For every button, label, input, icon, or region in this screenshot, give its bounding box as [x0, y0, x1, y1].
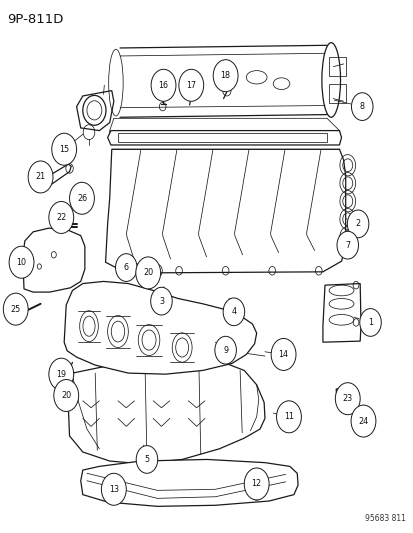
Text: 2: 2 [355, 220, 360, 228]
Polygon shape [322, 284, 360, 342]
Circle shape [351, 93, 372, 120]
Text: 25: 25 [11, 305, 21, 313]
Text: 3: 3 [159, 297, 164, 305]
Text: 23: 23 [342, 394, 352, 403]
Text: 9P-811D: 9P-811D [7, 13, 64, 26]
Text: 14: 14 [278, 350, 288, 359]
Text: 8: 8 [359, 102, 364, 111]
Circle shape [135, 257, 160, 289]
Circle shape [69, 182, 94, 214]
Circle shape [335, 383, 359, 415]
Circle shape [336, 231, 358, 259]
Text: 4: 4 [231, 308, 236, 316]
Text: 18: 18 [220, 71, 230, 80]
Circle shape [214, 336, 236, 364]
Polygon shape [23, 228, 85, 292]
Text: 7: 7 [344, 241, 349, 249]
Circle shape [49, 358, 74, 390]
Text: 10: 10 [17, 258, 26, 266]
Text: 95683 811: 95683 811 [364, 514, 405, 523]
Text: 15: 15 [59, 145, 69, 154]
Circle shape [151, 69, 176, 101]
Text: 20: 20 [61, 391, 71, 400]
Polygon shape [35, 164, 71, 192]
Circle shape [136, 446, 157, 473]
Text: 5: 5 [144, 455, 149, 464]
Circle shape [276, 401, 301, 433]
Polygon shape [335, 386, 352, 406]
Circle shape [244, 468, 268, 500]
Text: 22: 22 [56, 213, 66, 222]
Circle shape [347, 210, 368, 238]
Text: 6: 6 [123, 263, 128, 272]
Text: 20: 20 [143, 269, 153, 277]
Text: 17: 17 [186, 81, 196, 90]
Polygon shape [64, 281, 256, 374]
Polygon shape [76, 91, 114, 131]
Circle shape [213, 60, 237, 92]
Circle shape [350, 405, 375, 437]
Text: 19: 19 [56, 370, 66, 378]
Text: 12: 12 [251, 480, 261, 488]
Circle shape [101, 473, 126, 505]
Circle shape [9, 246, 34, 278]
Text: 13: 13 [109, 485, 119, 494]
Polygon shape [68, 357, 264, 464]
Polygon shape [105, 149, 345, 273]
Circle shape [150, 287, 172, 315]
Text: 9: 9 [223, 346, 228, 354]
Circle shape [359, 309, 380, 336]
Text: 24: 24 [358, 417, 368, 425]
Circle shape [3, 293, 28, 325]
Text: 16: 16 [158, 81, 168, 90]
Polygon shape [107, 131, 341, 145]
Polygon shape [109, 118, 339, 134]
Circle shape [49, 201, 74, 233]
Text: 11: 11 [283, 413, 293, 421]
Circle shape [54, 379, 78, 411]
Circle shape [223, 298, 244, 326]
Circle shape [52, 133, 76, 165]
Circle shape [28, 161, 53, 193]
Text: 1: 1 [367, 318, 372, 327]
Circle shape [115, 254, 137, 281]
Text: 26: 26 [77, 194, 87, 203]
Circle shape [11, 308, 24, 324]
Circle shape [178, 69, 203, 101]
Text: 21: 21 [36, 173, 45, 181]
Polygon shape [81, 459, 297, 506]
Circle shape [271, 338, 295, 370]
